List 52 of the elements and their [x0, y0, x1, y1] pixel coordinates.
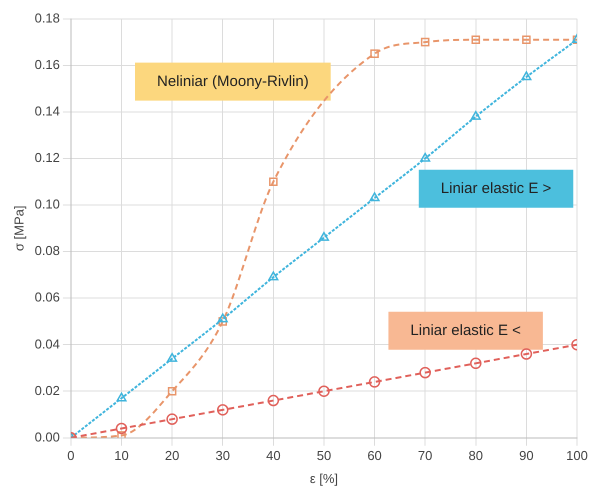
point: [117, 431, 126, 438]
point: [471, 35, 480, 44]
point: [368, 376, 380, 388]
x-tick-label: 50: [316, 448, 332, 464]
point: [470, 358, 482, 370]
y-tick-label: 0.18: [34, 10, 60, 26]
x-tick-label: 0: [67, 448, 75, 464]
point: [218, 317, 228, 326]
y-tick-label: 0.14: [34, 103, 60, 118]
y-tick-label: 0.12: [34, 150, 60, 166]
y-tick-label: 0.16: [34, 56, 60, 72]
x-tick-label: 20: [164, 448, 180, 464]
point: [420, 152, 430, 162]
series-label: Liniar elastic E <: [410, 322, 522, 339]
point: [522, 35, 531, 44]
x-tick-label: 10: [114, 448, 129, 464]
x-tick-label: 100: [566, 448, 588, 464]
point: [369, 192, 380, 202]
point: [318, 385, 330, 397]
point: [216, 404, 228, 416]
point: [167, 352, 178, 362]
point: [116, 422, 128, 434]
point: [318, 232, 330, 241]
x-tick-label: 90: [519, 448, 534, 464]
point: [268, 271, 278, 280]
y-axis-title: σ [MPa]: [11, 206, 26, 252]
x-tick-label: 30: [215, 448, 230, 464]
y-tick-label: 0.02: [34, 382, 60, 398]
point: [218, 313, 228, 322]
y-tick-label: 0.08: [34, 243, 60, 258]
series-label: Liniar elastic E >: [440, 180, 552, 197]
point: [116, 392, 127, 402]
y-tick-label: 0.00: [34, 429, 60, 444]
point: [420, 38, 430, 46]
x-tick-label: 80: [468, 448, 484, 464]
point: [370, 49, 379, 58]
y-tick-label: 0.06: [34, 290, 60, 305]
x-tick-label: 60: [367, 448, 382, 464]
x-tick-label: 40: [266, 448, 281, 464]
point: [520, 348, 532, 360]
point: [269, 177, 278, 186]
series-label: Neliniar (Moony-Rivlin): [157, 72, 309, 90]
y-tick-label: 0.04: [34, 336, 60, 352]
point: [268, 394, 280, 406]
point: [166, 413, 178, 425]
x-axis-title: ε [%]: [310, 470, 338, 486]
point: [419, 366, 431, 378]
point: [168, 386, 176, 396]
y-tick-label: 0.10: [34, 196, 60, 212]
x-tick-label: 70: [418, 448, 432, 464]
point: [521, 71, 532, 80]
point: [470, 110, 481, 120]
